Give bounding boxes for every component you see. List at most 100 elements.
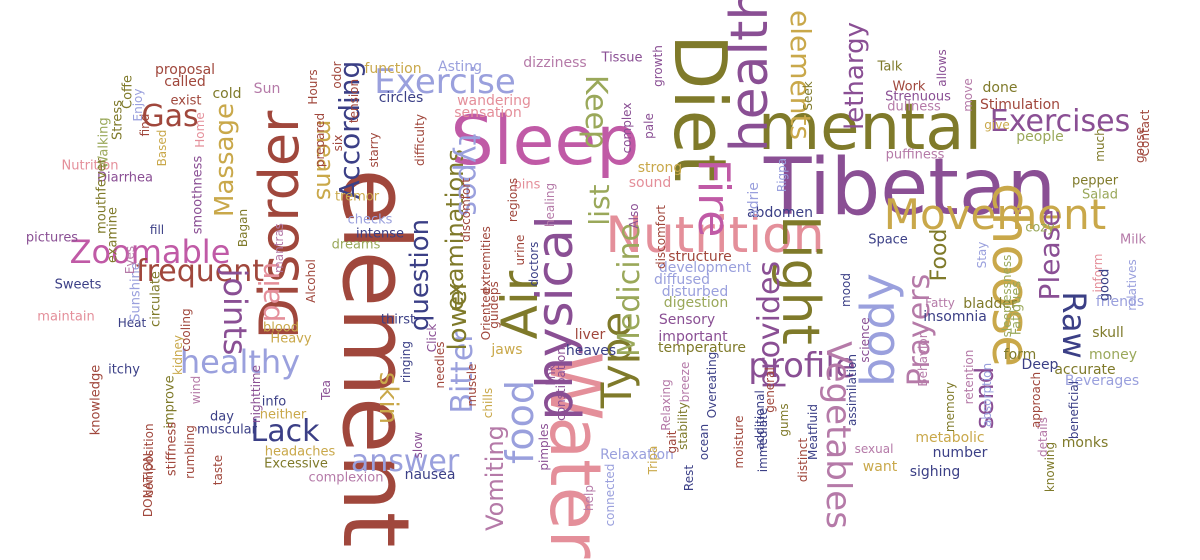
word-function: function bbox=[364, 61, 422, 77]
word-moisture: moisture bbox=[732, 415, 746, 469]
word-sun: Sun bbox=[253, 81, 281, 97]
word-intense: intense bbox=[356, 226, 404, 242]
word-headaches: headaches bbox=[264, 444, 336, 460]
word-thirst: thirst bbox=[380, 312, 416, 328]
word-help: help bbox=[582, 485, 596, 511]
word-zoomable: Zoomable bbox=[69, 233, 231, 271]
word-sexual: sexual bbox=[854, 442, 894, 456]
word-jaws: jaws bbox=[491, 342, 523, 358]
word-immediate: immediate bbox=[756, 407, 770, 473]
word-movement: Movement bbox=[883, 190, 1107, 239]
word-puffiness: puffiness bbox=[885, 147, 945, 163]
word-fatty: Fatty bbox=[925, 296, 955, 310]
word-lack: Lack bbox=[250, 414, 320, 449]
word-stay: Stay bbox=[975, 241, 989, 269]
word-info: info bbox=[261, 394, 287, 410]
word-digestion: digestion bbox=[663, 295, 729, 311]
word-fire: Fire bbox=[688, 158, 739, 238]
word-bladder: bladder bbox=[963, 296, 1017, 312]
word-mental: mental bbox=[757, 91, 983, 165]
word-friends: friends bbox=[1095, 294, 1145, 310]
word-chills: chills bbox=[481, 387, 495, 419]
word-people: people bbox=[1016, 129, 1064, 145]
word-heaves: heaves bbox=[565, 343, 617, 359]
word-salad: Salad bbox=[1081, 187, 1119, 203]
word-stability: stability bbox=[676, 402, 690, 450]
word-tripa: Tripa bbox=[646, 445, 660, 475]
word-fatigues: Fatigues bbox=[1009, 280, 1025, 336]
word-eyes: Eyes bbox=[123, 245, 137, 275]
word-ocean: ocean bbox=[697, 423, 711, 461]
word-retention: retention bbox=[962, 349, 976, 405]
word-enjoy: Enjoy bbox=[131, 88, 145, 122]
word-excessive: Excessive bbox=[264, 456, 328, 472]
word-constipation: constipation bbox=[554, 347, 568, 421]
word-health: health bbox=[720, 0, 780, 153]
word-absorption: absorption bbox=[980, 362, 994, 428]
word-work: Work bbox=[892, 79, 926, 95]
word-circulate: circulate bbox=[148, 271, 164, 327]
word-relatives: relatives bbox=[1125, 259, 1139, 311]
word-insomnia: insomnia bbox=[923, 309, 987, 325]
word-dreams: dreams bbox=[331, 237, 381, 253]
word-breeze: breeze bbox=[678, 361, 692, 403]
word-food: Food bbox=[927, 228, 952, 282]
word-circles: circles bbox=[378, 90, 424, 106]
word-skull: skull bbox=[1092, 325, 1124, 341]
word-nighttime: nighttime bbox=[249, 365, 263, 423]
word-starry: starry bbox=[367, 132, 381, 168]
word-ringing: ringing bbox=[399, 340, 413, 384]
word-asting: Asting bbox=[437, 59, 483, 75]
word-talk: Talk bbox=[877, 59, 903, 75]
word-sweets: Sweets bbox=[54, 277, 102, 293]
word-milk: Milk bbox=[1120, 232, 1146, 248]
word-skin: skin bbox=[373, 371, 403, 425]
word-urine: urine bbox=[513, 234, 527, 266]
word-discomfort: discomfort bbox=[654, 204, 668, 270]
word-slow: slow bbox=[411, 431, 425, 459]
word-heavy: Heavy bbox=[270, 331, 312, 347]
word-also: Also bbox=[627, 203, 641, 229]
word-strenuous: Strenuous bbox=[885, 89, 951, 105]
word-elements: elements bbox=[784, 9, 817, 141]
word-metabolic: metabolic bbox=[915, 430, 985, 446]
word-called: called bbox=[164, 74, 206, 90]
word-structure: structure bbox=[668, 249, 732, 265]
word-nutrition: Nutrition bbox=[61, 158, 119, 174]
word-seek: Seek bbox=[801, 81, 815, 111]
word-gums: gums bbox=[777, 403, 791, 437]
word-checks: checks bbox=[347, 212, 393, 228]
word-click: Click bbox=[425, 323, 439, 353]
word-disturbed: disturbed bbox=[661, 284, 729, 300]
word-much: much bbox=[1093, 128, 1107, 162]
word-heat: Heat bbox=[117, 316, 147, 330]
word-alcohol: Alcohol bbox=[304, 259, 318, 303]
word-mantras: mantras bbox=[272, 223, 286, 273]
word-strong: strong bbox=[637, 160, 683, 176]
word-profile: profile bbox=[748, 346, 856, 386]
word-taste: taste bbox=[211, 454, 225, 486]
word-cooling: cooling bbox=[179, 308, 193, 352]
word-tension: tension bbox=[347, 78, 361, 124]
word-medicine: Medicine bbox=[612, 222, 647, 358]
word-oriented: Oriented bbox=[479, 287, 493, 341]
word-relaxing: Relaxing bbox=[659, 379, 673, 431]
word-home: Home bbox=[193, 112, 207, 148]
word-accurate: accurate bbox=[1054, 362, 1116, 378]
word-sensation: sensation bbox=[454, 105, 522, 121]
word-bagan: Bagan bbox=[236, 208, 250, 248]
word-discomfort: discomfort bbox=[459, 177, 473, 243]
word-good: good bbox=[1097, 268, 1113, 302]
word-keep: Keep bbox=[578, 74, 613, 150]
word-pictures: pictures bbox=[25, 230, 79, 246]
word-doctors: doctors bbox=[527, 241, 541, 287]
word-regions: regions bbox=[506, 177, 520, 223]
word-proposal: proposal bbox=[154, 62, 216, 78]
word-monks: monks bbox=[1061, 435, 1109, 451]
word-abdomen: abdomen bbox=[746, 205, 814, 221]
word-development: development bbox=[658, 260, 752, 276]
word-exist: exist bbox=[170, 93, 202, 109]
word-tissue: Tissue bbox=[601, 50, 643, 66]
word-growth: growth bbox=[651, 45, 665, 87]
